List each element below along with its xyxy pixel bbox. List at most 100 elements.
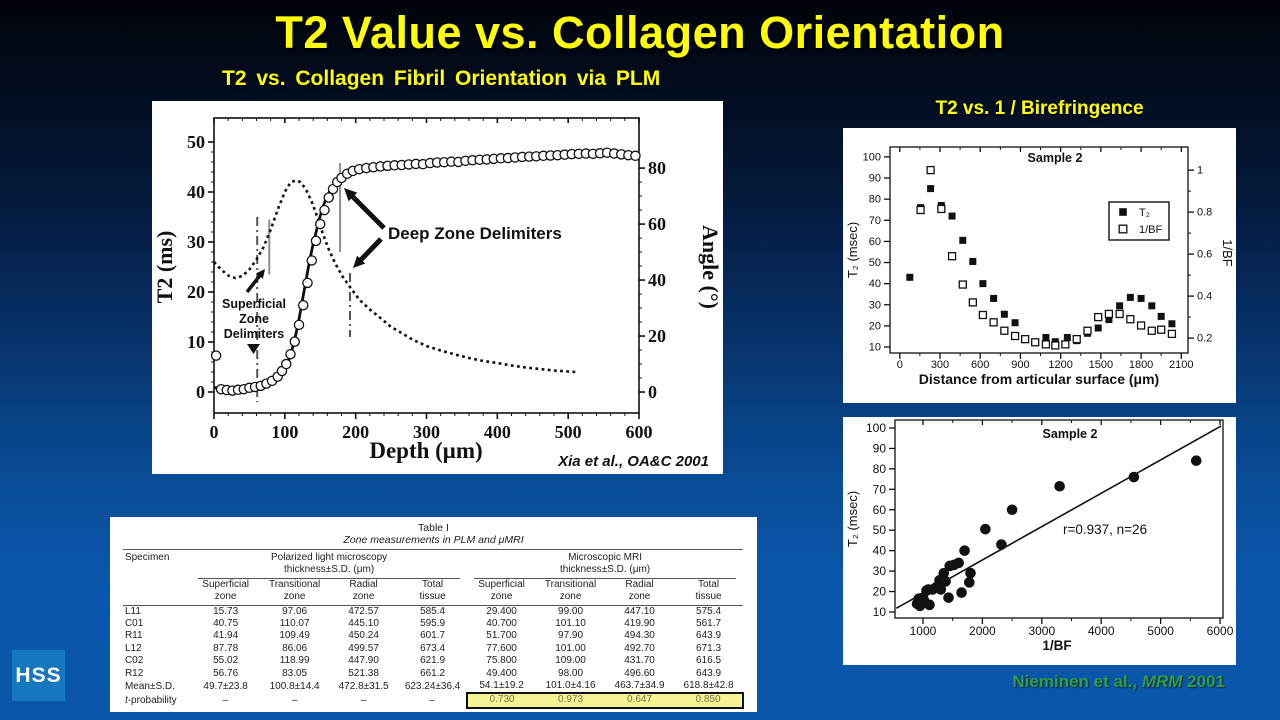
- svg-text:60: 60: [648, 214, 666, 234]
- table-cell: 419.90: [624, 618, 655, 630]
- table-row: C02 55.02 118.99 447.90 621.9 75.800 109.00 431…: [123, 655, 743, 667]
- svg-text:6000: 6000: [1207, 624, 1234, 638]
- t2-vs-distance-chart: 0 300 600 900 1200 1500 1800 2100 10 20 30 40 50 60 70…: [845, 146, 1235, 387]
- svg-text:10: 10: [873, 605, 887, 619]
- table-cell: C01: [124, 618, 144, 630]
- svg-text:30: 30: [187, 232, 205, 252]
- table-cell: 49.400: [486, 667, 517, 679]
- svg-text:60: 60: [869, 236, 881, 248]
- citation-nieminen: Nieminen et al., MRM 2001: [1012, 672, 1225, 692]
- svg-text:30: 30: [873, 564, 887, 578]
- birefringence-correlation-panel: 1000 2000 3000 4000 5000 6000 10 20 30 40 50 60 70 80…: [843, 417, 1236, 665]
- table-cell: 56.76: [213, 667, 239, 679]
- svg-text:70: 70: [869, 215, 881, 227]
- svg-text:1000: 1000: [910, 624, 937, 638]
- svg-text:0.4: 0.4: [1197, 291, 1212, 303]
- svg-text:20: 20: [869, 320, 881, 332]
- table-cell: 77.600: [486, 642, 517, 654]
- citation-nieminen-post: 2001: [1182, 672, 1225, 691]
- svg-text:40: 40: [873, 544, 887, 558]
- table-cell: 29.400: [486, 605, 517, 617]
- table-cell: 49.7±23.8: [203, 681, 248, 693]
- column-subheader: Total tissue: [398, 578, 468, 606]
- table-cell: 643.9: [696, 630, 722, 642]
- svg-text:0.6: 0.6: [1197, 249, 1212, 261]
- table-row: L12 87.78 86.06 499.57 673.4 77.600 101.00 492.…: [123, 643, 743, 655]
- svg-text:600: 600: [971, 359, 989, 371]
- svg-text:90: 90: [869, 173, 881, 185]
- table-cell: 51.700: [486, 630, 517, 642]
- svg-text:200: 200: [342, 422, 369, 442]
- table-row: C01 40.75 110.07 445.10 595.9 40.700 101.10 419…: [123, 618, 743, 630]
- table-cell: –: [291, 695, 298, 707]
- svg-text:10: 10: [187, 332, 205, 352]
- svg-text:50: 50: [869, 257, 881, 269]
- table-cell: 601.7: [420, 630, 446, 642]
- column-subheader: Superficial zone: [467, 578, 537, 606]
- svg-text:20: 20: [187, 282, 205, 302]
- svg-text:5000: 5000: [1147, 624, 1174, 638]
- table-cell: 55.02: [213, 655, 239, 667]
- column-header-specimen: Specimen: [122, 549, 192, 606]
- table-cell: 0.730: [466, 692, 537, 709]
- svg-text:40: 40: [869, 278, 881, 290]
- table-cell: 40.700: [486, 618, 517, 630]
- table-cell: –: [222, 695, 229, 707]
- table-cell: 623.24±36.4: [404, 681, 461, 693]
- table-row: R12 56.76 83.05 521.38 661.2 49.400 98.00 496.6…: [123, 668, 743, 680]
- birefringence-profile-panel: 0 300 600 900 1200 1500 1800 2100 10 20 30 40 50 60 70…: [843, 128, 1236, 403]
- svg-text:0.8: 0.8: [1197, 207, 1212, 219]
- table-caption-line2: Zone measurements in PLM and μMRI: [343, 534, 524, 546]
- svg-text:100: 100: [271, 422, 298, 442]
- citation-nieminen-journal: MRM: [1141, 672, 1183, 691]
- svg-text:30: 30: [869, 299, 881, 311]
- zone-table-panel: Table I Zone measurements in PLM and μMR…: [110, 517, 757, 712]
- svg-text:300: 300: [413, 422, 440, 442]
- svg-text:1/BF: 1/BF: [1220, 239, 1235, 267]
- table-cell: 110.07: [279, 618, 310, 630]
- svg-text:T₂: T₂: [1139, 207, 1150, 219]
- svg-text:r=0.937, n=26: r=0.937, n=26: [1063, 522, 1147, 537]
- svg-text:Superficial: Superficial: [222, 297, 286, 311]
- svg-text:40: 40: [648, 270, 666, 290]
- table-cell: 447.90: [348, 655, 379, 667]
- table-cell: 621.9: [420, 655, 446, 667]
- svg-text:Depth (μm): Depth (μm): [369, 438, 482, 463]
- table-cell: 118.99: [279, 655, 310, 667]
- column-subheader: Total tissue: [674, 578, 744, 606]
- table-cell: L12: [124, 642, 142, 654]
- svg-text:80: 80: [648, 158, 666, 178]
- svg-text:100: 100: [863, 151, 881, 163]
- table-cell: 101.10: [555, 618, 586, 630]
- svg-text:10: 10: [869, 342, 881, 354]
- table-cell: 492.70: [624, 642, 655, 654]
- svg-text:60: 60: [873, 503, 887, 517]
- table-cell: 98.00: [558, 667, 584, 679]
- table-subheader-row: Superficial zone Transitional zone Radial zon…: [123, 578, 744, 606]
- table-cell: 494.30: [624, 630, 655, 642]
- plm-chart-panel: 0 100 200 300 400 500 600 0 10 20 30 40 50 0 20 40 60 80 D…: [152, 101, 723, 474]
- svg-text:1200: 1200: [1048, 359, 1072, 371]
- svg-text:1500: 1500: [1089, 359, 1113, 371]
- citation-nieminen-pre: Nieminen et al.,: [1012, 672, 1142, 691]
- svg-text:Deep Zone Delimiters: Deep Zone Delimiters: [388, 224, 562, 243]
- svg-text:1/BF: 1/BF: [1139, 224, 1163, 236]
- table-cell: 585.4: [420, 605, 446, 617]
- svg-text:Delimiters: Delimiters: [224, 327, 284, 341]
- svg-text:100: 100: [866, 421, 886, 435]
- table-cell: 97.06: [282, 605, 308, 617]
- table-cell: 97.90: [558, 630, 584, 642]
- table-cell: 521.38: [348, 667, 379, 679]
- svg-text:50: 50: [187, 132, 205, 152]
- table-row: Mean±S.D. 49.7±23.8 100.8±14.4 472.8±31.5 62…: [123, 680, 743, 693]
- table-row: R11 41.94 109.49 450.24 601.7 51.700 97.90 494.…: [123, 630, 743, 642]
- svg-text:0: 0: [897, 359, 903, 371]
- svg-text:500: 500: [555, 422, 582, 442]
- table-cell: 673.4: [420, 642, 446, 654]
- table-cell: 463.7±34.9: [614, 680, 665, 692]
- svg-text:80: 80: [873, 462, 887, 476]
- table-row: L11 15.73 97.06 472.57 585.4 29.400 99.00 447.1…: [123, 605, 743, 618]
- svg-text:Sample 2: Sample 2: [1043, 427, 1098, 441]
- table-cell: R12: [124, 667, 144, 679]
- table-cell: 499.57: [348, 642, 379, 654]
